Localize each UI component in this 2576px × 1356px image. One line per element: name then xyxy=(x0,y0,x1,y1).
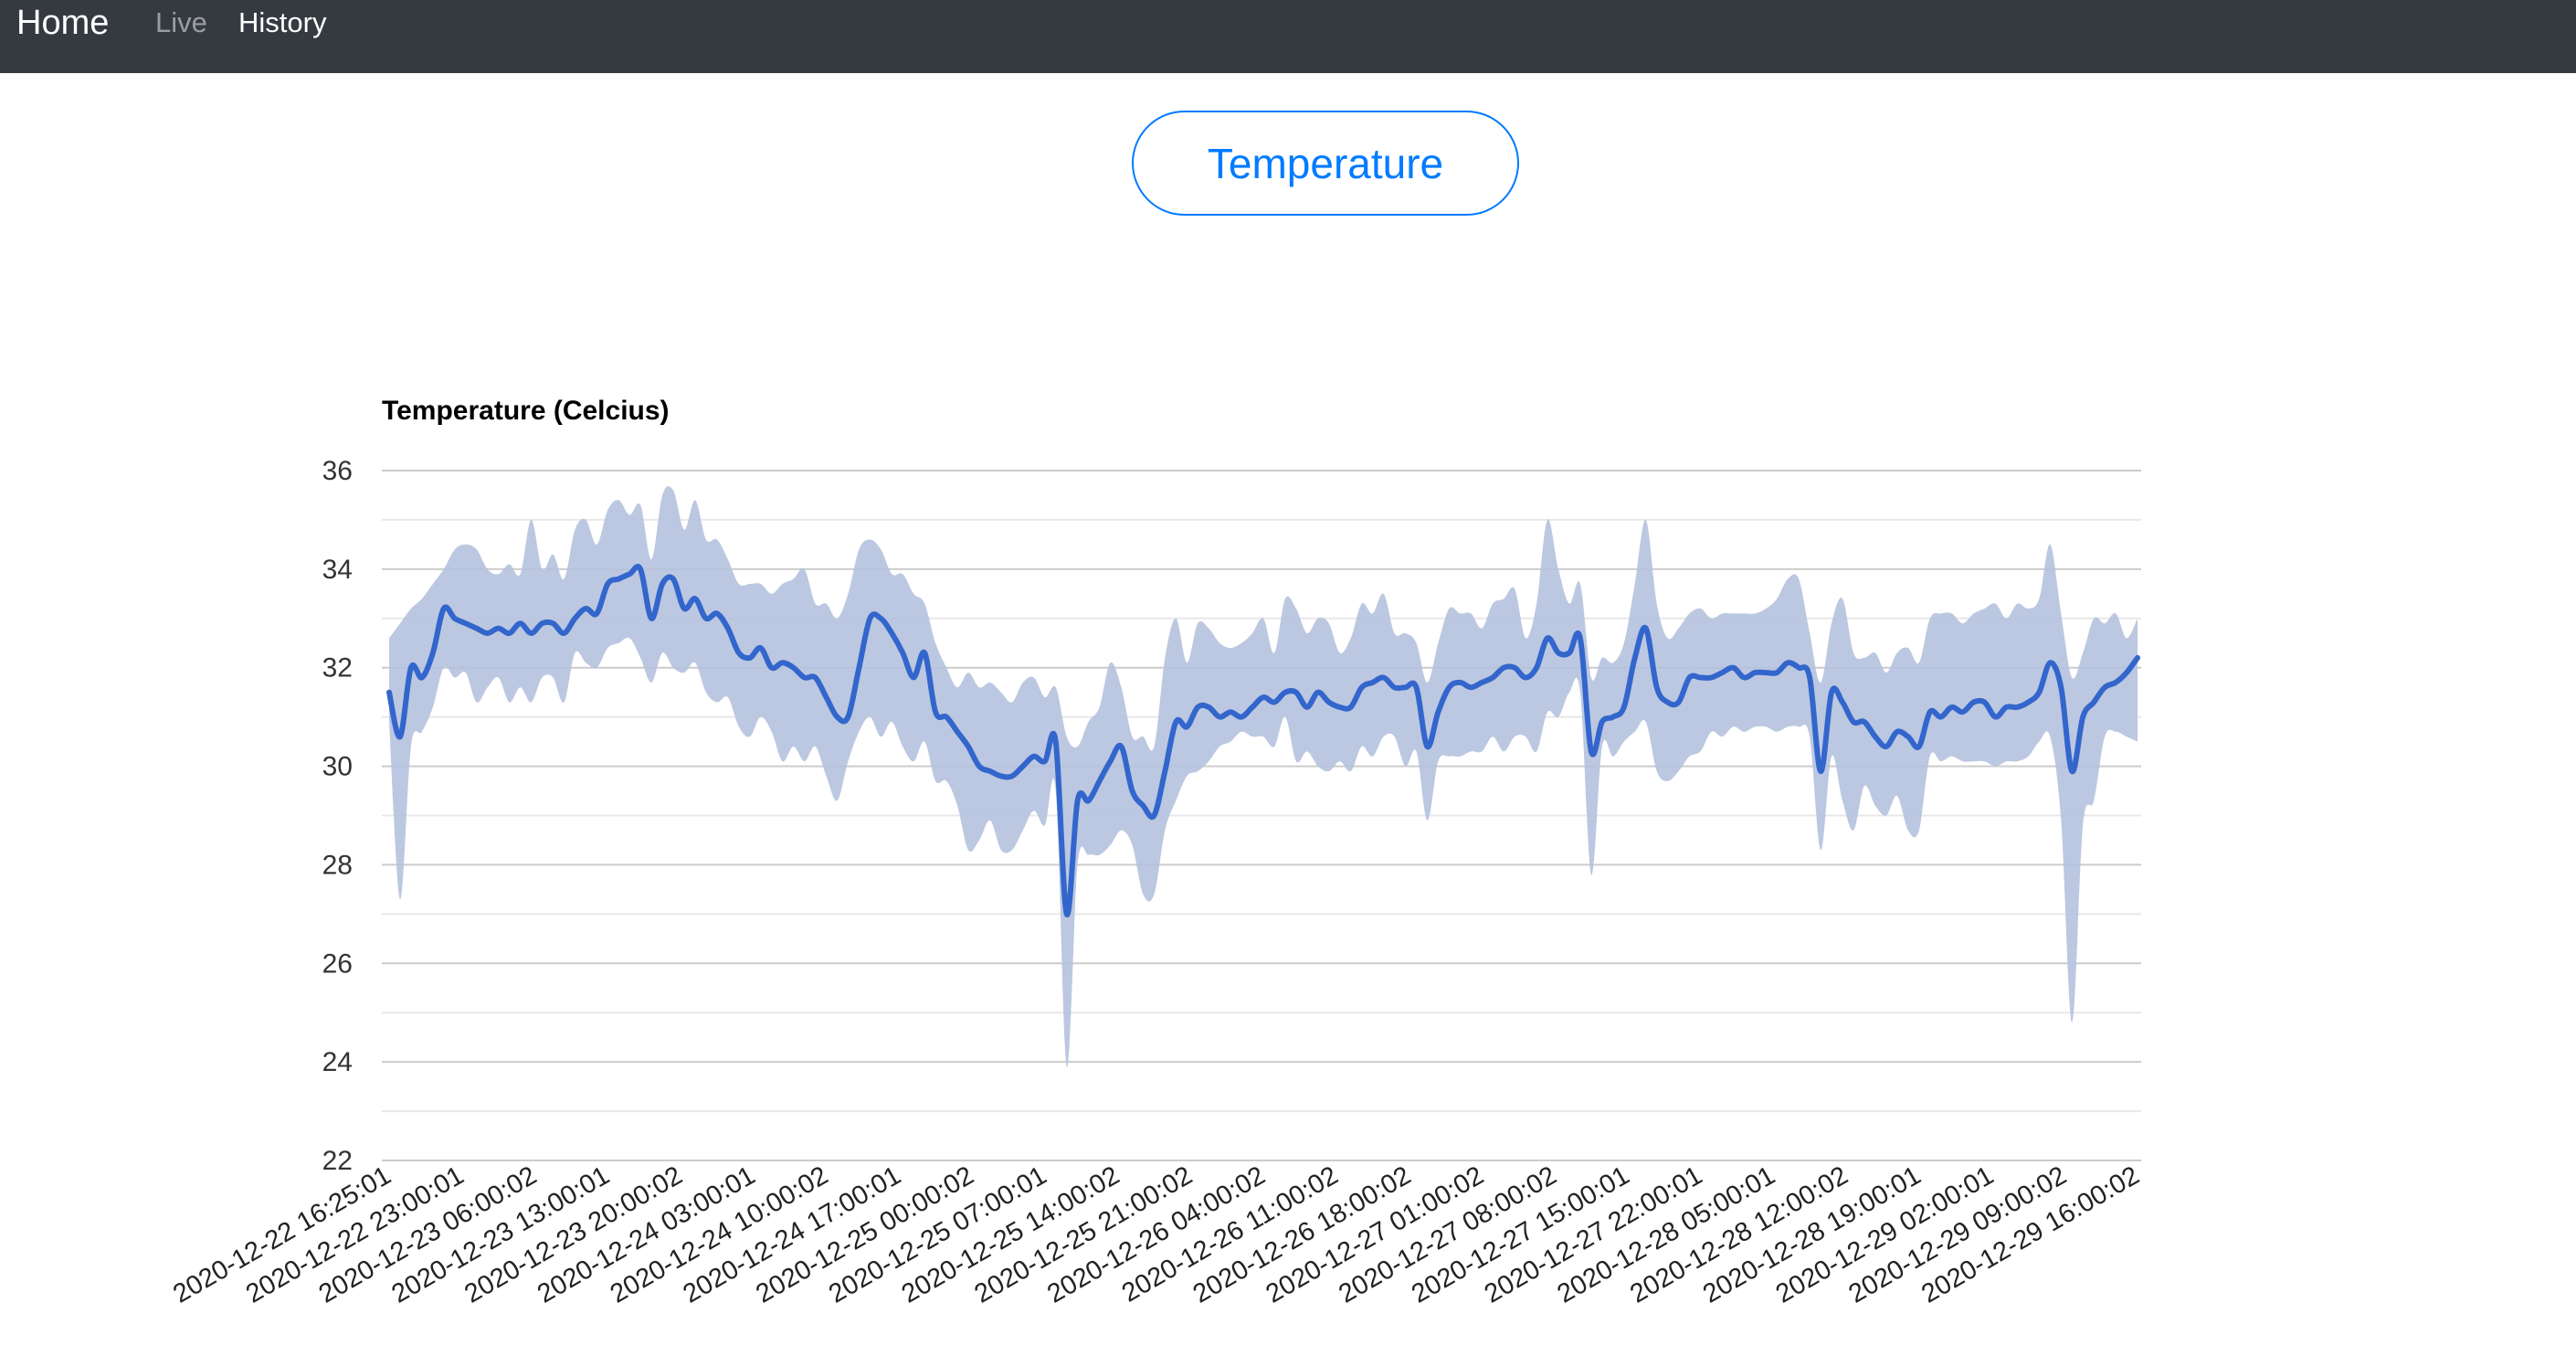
y-tick-label: 34 xyxy=(322,555,353,585)
mean-line-layer xyxy=(386,564,2140,917)
mean-temperature-line xyxy=(386,564,2140,917)
y-tick-label: 26 xyxy=(322,948,353,979)
y-tick-label: 32 xyxy=(322,653,353,683)
temperature-button[interactable]: Temperature xyxy=(1132,111,1519,216)
min-max-band-layer xyxy=(389,486,2138,1068)
y-tick-label: 30 xyxy=(322,752,353,782)
min-max-band xyxy=(389,486,2138,1068)
y-tick-label: 36 xyxy=(322,456,353,486)
top-navbar: Home Live History xyxy=(0,0,2576,73)
y-tick-label: 24 xyxy=(322,1047,353,1077)
y-tick-label: 22 xyxy=(322,1146,353,1176)
nav-brand-home[interactable]: Home xyxy=(16,4,110,42)
nav-link-history[interactable]: History xyxy=(238,6,327,38)
y-axis-ticks: 22 24 26 28 30 32 34 36 xyxy=(322,456,353,1176)
chart-title: Temperature (Celcius) xyxy=(382,396,670,426)
nav-link-live[interactable]: Live xyxy=(155,6,207,38)
y-tick-label: 28 xyxy=(322,850,353,880)
